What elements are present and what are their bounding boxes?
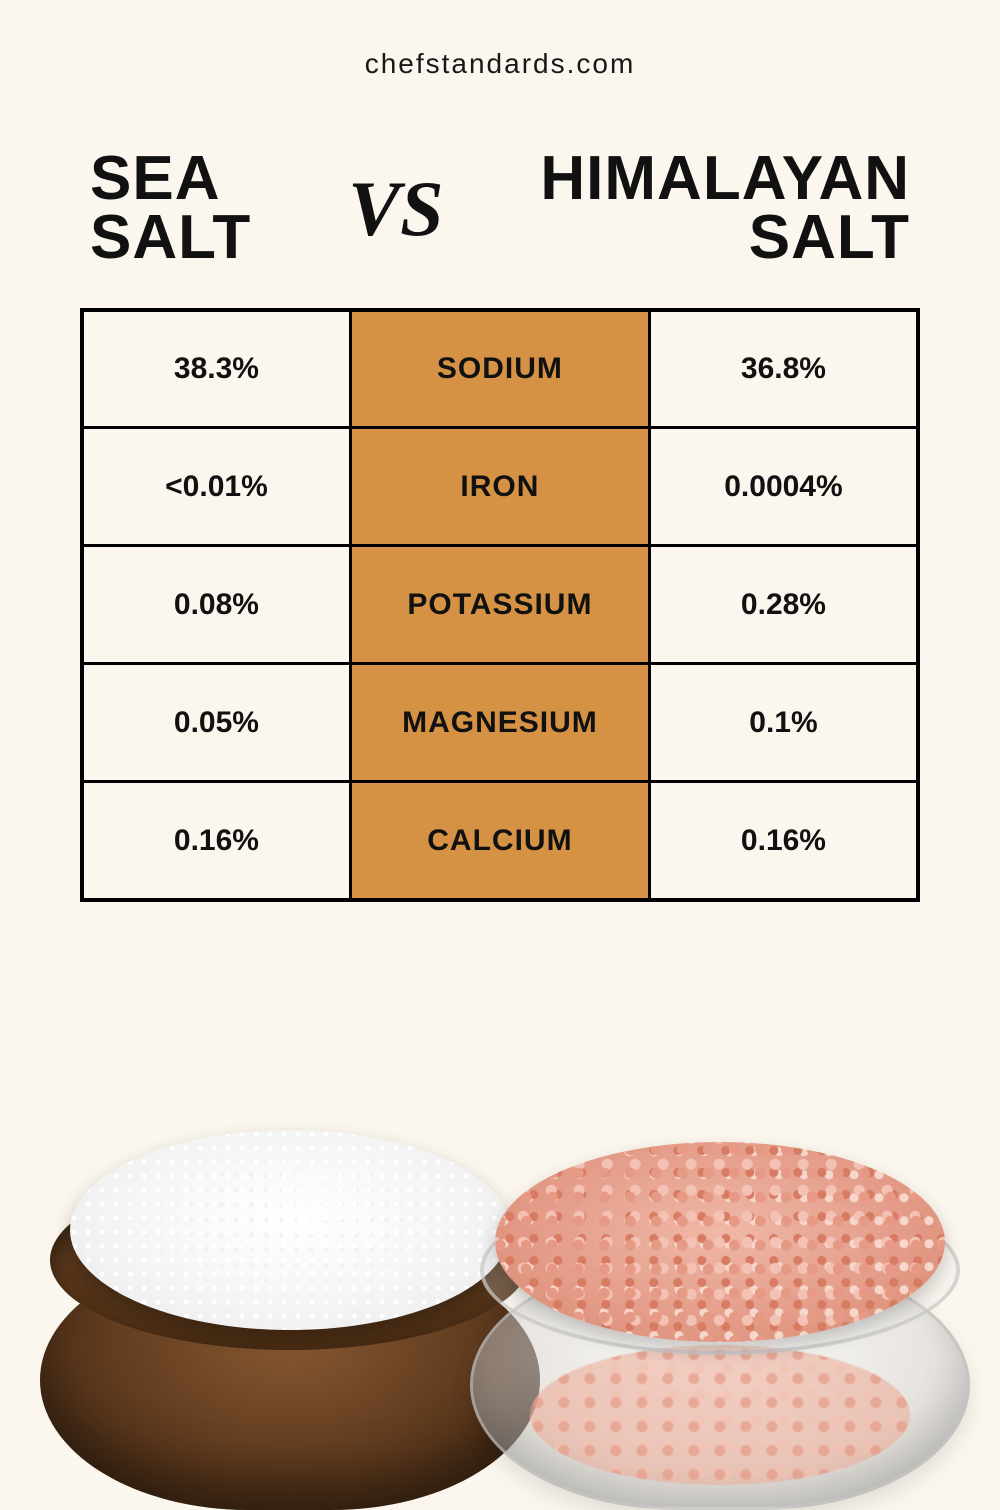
comparison-table: 38.3%SODIUM36.8%<0.01%IRON0.0004%0.08%PO…: [80, 308, 920, 902]
heading-left-line2: SALT: [90, 203, 251, 272]
mineral-name: SODIUM: [350, 310, 649, 428]
pink-salt-through-glass: [530, 1345, 910, 1485]
bowls-illustration: [0, 1010, 1000, 1510]
table-row: 0.16%CALCIUM0.16%: [82, 782, 918, 900]
site-url: chefstandards.com: [0, 0, 1000, 80]
table-row: 38.3%SODIUM36.8%: [82, 310, 918, 428]
sea-salt-value: <0.01%: [82, 428, 350, 546]
heading-himalayan-salt: HIMALAYAN SALT: [540, 150, 910, 268]
heading-row: SEA SALT VS HIMALAYAN SALT: [0, 80, 1000, 308]
sea-salt-value: 0.16%: [82, 782, 350, 900]
mineral-name: CALCIUM: [350, 782, 649, 900]
sea-salt-value: 0.05%: [82, 664, 350, 782]
mineral-name: IRON: [350, 428, 649, 546]
himalayan-salt-value: 0.1%: [649, 664, 918, 782]
pink-salt-pile: [495, 1142, 945, 1342]
himalayan-salt-bowl: [470, 1130, 970, 1510]
himalayan-salt-value: 36.8%: [649, 310, 918, 428]
heading-right-line2: SALT: [749, 203, 910, 272]
mineral-name: POTASSIUM: [350, 546, 649, 664]
himalayan-salt-value: 0.0004%: [649, 428, 918, 546]
comparison-table-body: 38.3%SODIUM36.8%<0.01%IRON0.0004%0.08%PO…: [82, 310, 918, 900]
sea-salt-bowl: [40, 1110, 540, 1510]
mineral-name: MAGNESIUM: [350, 664, 649, 782]
himalayan-salt-value: 0.16%: [649, 782, 918, 900]
heading-sea-salt: SEA SALT: [90, 150, 251, 268]
table-row: <0.01%IRON0.0004%: [82, 428, 918, 546]
himalayan-salt-value: 0.28%: [649, 546, 918, 664]
sea-salt-value: 0.08%: [82, 546, 350, 664]
white-salt-pile: [70, 1130, 510, 1330]
sea-salt-value: 38.3%: [82, 310, 350, 428]
table-row: 0.05%MAGNESIUM0.1%: [82, 664, 918, 782]
table-row: 0.08%POTASSIUM0.28%: [82, 546, 918, 664]
heading-vs: VS: [348, 164, 443, 254]
